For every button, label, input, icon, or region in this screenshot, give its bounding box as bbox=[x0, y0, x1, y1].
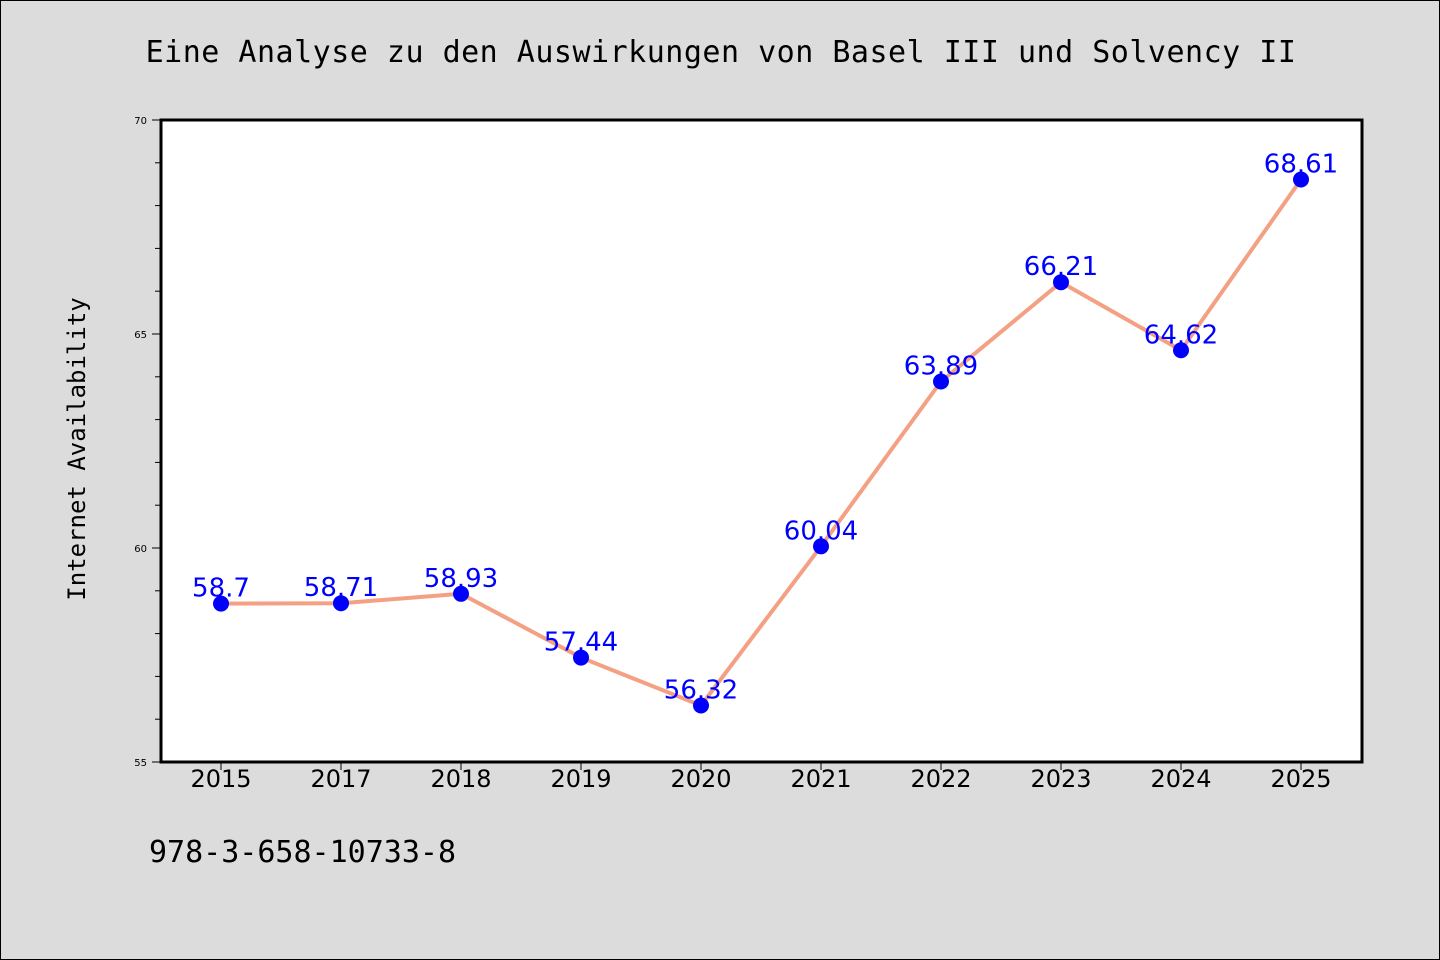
data-point bbox=[453, 585, 469, 602]
data-point bbox=[813, 538, 829, 555]
data-markers bbox=[213, 171, 1309, 714]
plot-area bbox=[161, 120, 1362, 762]
data-label: 63.89 bbox=[904, 352, 978, 382]
data-point bbox=[693, 697, 709, 714]
x-tick-label: 2021 bbox=[790, 765, 851, 793]
y-tick-label: 70 bbox=[134, 116, 147, 127]
plot-frame bbox=[159, 118, 1364, 764]
data-label: 58.93 bbox=[424, 564, 498, 594]
data-label: 66.21 bbox=[1024, 252, 1098, 282]
data-label: 58.7 bbox=[192, 574, 250, 604]
data-point bbox=[333, 595, 349, 612]
y-tick-label: 60 bbox=[134, 544, 147, 555]
x-tick-label: 2024 bbox=[1150, 765, 1211, 793]
x-tick-label: 2023 bbox=[1030, 765, 1091, 793]
data-point bbox=[1173, 342, 1189, 359]
x-tick-label: 2022 bbox=[910, 765, 971, 793]
data-point bbox=[933, 373, 949, 390]
data-label: 56.32 bbox=[664, 676, 738, 706]
data-point bbox=[1293, 171, 1309, 188]
data-label: 57.44 bbox=[544, 628, 618, 658]
data-point bbox=[1053, 274, 1069, 291]
x-tick-label: 2015 bbox=[190, 765, 251, 793]
y-tick-label: 55 bbox=[134, 758, 147, 769]
footer-isbn: 978-3-658-10733-8 bbox=[149, 835, 457, 870]
x-tick-label: 2018 bbox=[430, 765, 491, 793]
data-label: 60.04 bbox=[784, 516, 858, 546]
x-tick-label: 2017 bbox=[310, 765, 371, 793]
chart-title: Eine Analyse zu den Auswirkungen von Bas… bbox=[145, 35, 1297, 70]
data-point bbox=[213, 595, 229, 612]
x-axis: 2015 2017 2018 2019 2020 2021 2022 2023 2024 2025 bbox=[190, 762, 1332, 793]
x-tick-label: 2019 bbox=[550, 765, 611, 793]
data-label: 64.62 bbox=[1144, 320, 1218, 350]
series-line bbox=[220, 178, 1303, 708]
y-tick-label: 65 bbox=[134, 330, 147, 341]
y-axis-label: Internet Availability bbox=[63, 297, 91, 600]
y-axis: 55 60 65 70 bbox=[134, 116, 161, 769]
data-point bbox=[573, 649, 589, 666]
x-tick-label: 2025 bbox=[1270, 765, 1331, 793]
data-label: 68.61 bbox=[1264, 149, 1338, 179]
data-label: 58.71 bbox=[304, 573, 378, 603]
x-tick-label: 2020 bbox=[670, 765, 731, 793]
data-labels: 58.7 58.71 58.93 57.44 56.32 60.04 63.89 66.21 6… bbox=[192, 149, 1338, 705]
